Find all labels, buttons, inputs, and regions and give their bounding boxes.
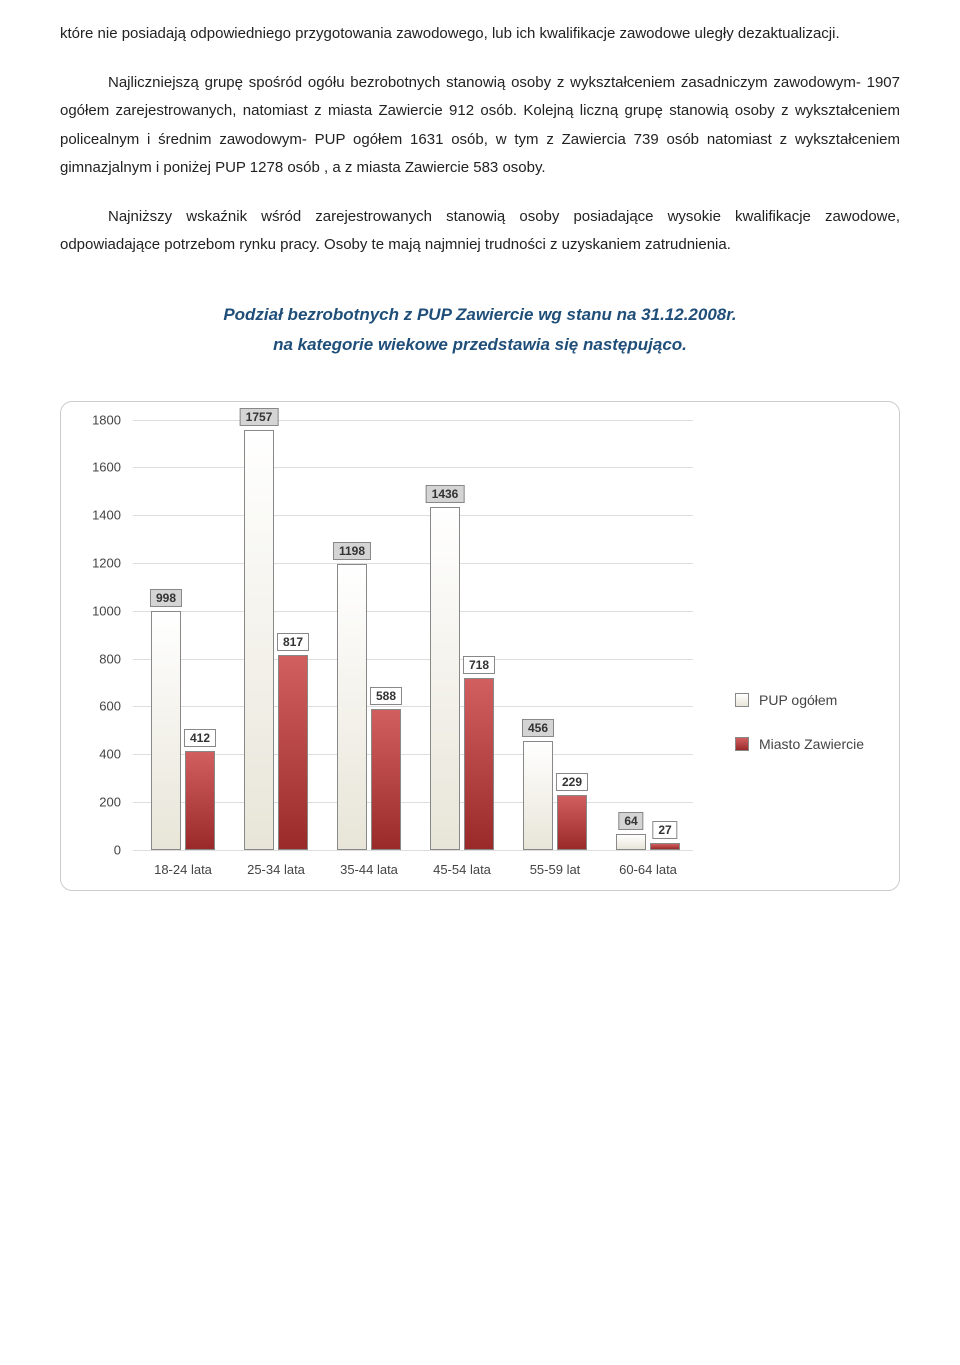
legend-swatch [735,737,749,751]
bar [650,843,680,849]
body-paragraph-2: Najliczniejszą grupę spośród ogółu bezro… [60,69,900,183]
x-axis: 18-24 lata 25-34 lata 35-44 lata 45-54 lata… [133,862,693,884]
bar-value-label: 998 [150,589,182,607]
y-tick-label: 1000 [92,603,121,618]
body-paragraph-1: które nie posiadają odpowiedniego przygo… [60,20,900,49]
y-axis: 020040060080010001200140016001800 [61,420,129,850]
bar [151,611,181,849]
bar-value-label: 588 [370,687,402,705]
gridline [133,850,693,851]
section-heading: Podział bezrobotnych z PUP Zawiercie wg … [60,300,900,361]
heading-line-1: Podział bezrobotnych z PUP Zawiercie wg … [223,305,736,324]
bar-value-label: 64 [618,812,643,830]
bar [278,655,308,850]
bar-value-label: 718 [463,656,495,674]
x-category-label: 25-34 lata [247,862,305,877]
x-category-label: 35-44 lata [340,862,398,877]
y-tick-label: 800 [99,651,121,666]
legend-item: PUP ogółem [735,692,885,708]
bar [371,709,401,849]
y-tick-label: 600 [99,699,121,714]
plot: 9984121757817119858814367184562296427 [133,420,693,850]
bar-value-label: 412 [184,729,216,747]
y-tick-label: 1600 [92,460,121,475]
y-tick-label: 1400 [92,508,121,523]
bar [523,741,553,850]
age-chart-container: 0 200 400 600 800 1000 1200 1400 1600 1800 998 412… [60,401,900,891]
bar [464,678,494,850]
x-category-label: 18-24 lata [154,862,212,877]
legend-label: Miasto Zawiercie [759,736,864,752]
bar [557,795,587,850]
legend-label: PUP ogółem [759,692,837,708]
x-category-label: 55-59 lat [530,862,581,877]
y-tick-label: 200 [99,794,121,809]
bar [185,751,215,849]
bar-value-label: 229 [556,773,588,791]
heading-line-2: na kategorie wiekowe przedstawia się nas… [273,335,687,354]
bar-value-label: 1198 [333,542,371,560]
bar [244,430,274,850]
body-paragraph-3: Najniższy wskaźnik wśród zarejestrowanyc… [60,203,900,260]
bar [337,564,367,850]
chart-legend: PUP ogółem Miasto Zawiercie [735,692,885,780]
bar [616,834,646,849]
legend-swatch [735,693,749,707]
legend-item: Miasto Zawiercie [735,736,885,752]
y-tick-label: 1800 [92,412,121,427]
x-category-label: 45-54 lata [433,862,491,877]
x-category-label: 60-64 lata [619,862,677,877]
y-tick-label: 1200 [92,556,121,571]
chart-plot-area: 9984121757817119858814367184562296427 [133,420,693,850]
y-tick-label: 0 [114,842,121,857]
bar-value-label: 1436 [426,485,465,503]
bar-value-label: 27 [652,821,677,839]
bar [430,507,460,850]
y-tick-label: 400 [99,747,121,762]
bar-value-label: 456 [522,719,554,737]
bar-value-label: 1757 [240,408,279,426]
bar-value-label: 817 [277,633,309,651]
